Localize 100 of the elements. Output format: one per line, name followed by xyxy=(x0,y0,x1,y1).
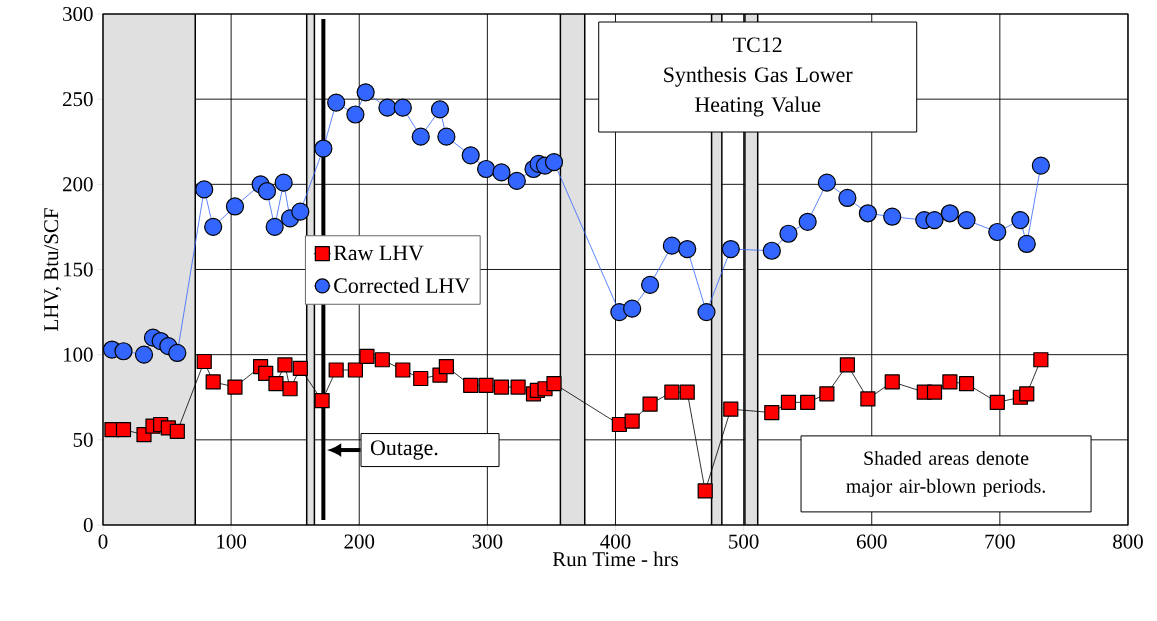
x-tick-label: 0 xyxy=(98,534,108,549)
point xyxy=(858,204,877,223)
point xyxy=(205,374,221,390)
point xyxy=(437,127,456,146)
legend-label: Corrected LHV xyxy=(334,277,470,294)
point xyxy=(204,217,223,237)
legend-label: Raw LHV xyxy=(333,245,424,261)
x-tick-label: 700 xyxy=(985,534,1015,549)
point xyxy=(291,202,310,221)
point xyxy=(195,180,214,199)
point xyxy=(463,377,479,393)
y-tick-label: 150 xyxy=(63,262,93,277)
point xyxy=(1031,156,1050,175)
point xyxy=(957,211,976,230)
point xyxy=(926,384,943,400)
point xyxy=(721,239,740,259)
point xyxy=(624,413,640,429)
point xyxy=(196,353,212,370)
annotation: Shaded areas denote major air-blown periods. xyxy=(846,450,1045,497)
y-tick-label: 200 xyxy=(63,177,93,192)
point xyxy=(989,394,1005,410)
point xyxy=(940,204,959,223)
point xyxy=(346,105,365,124)
point xyxy=(544,153,564,172)
point xyxy=(942,374,958,390)
point xyxy=(819,386,835,402)
y-tick-label: 250 xyxy=(63,92,93,107)
x-tick-label: 100 xyxy=(217,534,247,549)
x-tick-label: 300 xyxy=(472,534,503,549)
text: Synthesis Gas Lower Heating Value xyxy=(664,66,853,117)
point xyxy=(1019,386,1035,402)
point xyxy=(662,236,681,255)
point xyxy=(779,224,798,243)
point xyxy=(169,423,185,439)
point xyxy=(292,360,308,376)
point xyxy=(883,207,902,226)
point xyxy=(274,173,293,192)
point xyxy=(493,379,510,395)
point xyxy=(115,422,132,438)
point xyxy=(277,357,293,373)
point xyxy=(374,352,390,368)
point xyxy=(1011,211,1030,230)
point xyxy=(839,357,855,373)
point xyxy=(265,217,284,237)
point xyxy=(227,379,243,395)
point xyxy=(393,98,412,117)
point xyxy=(314,393,330,409)
y-tick-label: 100 xyxy=(63,347,93,362)
point xyxy=(356,83,375,102)
point xyxy=(642,396,658,412)
point xyxy=(838,188,857,208)
x-tick-label: 400 xyxy=(600,534,631,549)
point xyxy=(697,483,713,499)
point xyxy=(168,343,187,363)
y-tick-label: 300 xyxy=(63,6,93,22)
ref-line-label: Outage. xyxy=(370,440,438,460)
point xyxy=(114,342,133,361)
point xyxy=(764,404,780,421)
point xyxy=(461,146,480,165)
point xyxy=(1033,352,1049,368)
x-tick-label: 600 xyxy=(856,534,887,549)
y-axis-title: LHV, Btu/SCF xyxy=(44,208,62,331)
point xyxy=(780,394,797,410)
point xyxy=(314,139,333,158)
point xyxy=(347,362,363,378)
point xyxy=(413,370,429,387)
chart-title: TC12 xyxy=(733,37,782,53)
point xyxy=(623,299,642,318)
point xyxy=(268,376,284,392)
point xyxy=(327,93,346,112)
point xyxy=(723,401,739,417)
point xyxy=(438,358,454,375)
point xyxy=(225,197,245,216)
point xyxy=(800,394,816,410)
point xyxy=(395,362,411,378)
point xyxy=(884,374,900,390)
point xyxy=(697,302,716,322)
point xyxy=(510,379,526,395)
point xyxy=(411,127,430,146)
x-tick-label: 800 xyxy=(1113,534,1143,549)
point xyxy=(328,362,344,378)
y-tick-label: 0 xyxy=(83,517,93,533)
point xyxy=(958,376,975,392)
point xyxy=(257,182,277,201)
point xyxy=(640,275,660,294)
x-axis-title: Run Time - hrs xyxy=(552,551,678,567)
point xyxy=(507,171,526,191)
point xyxy=(1017,234,1036,254)
y-tick-label: 50 xyxy=(73,432,93,447)
point xyxy=(359,348,375,364)
point xyxy=(679,384,695,400)
x-tick-label: 500 xyxy=(729,534,759,549)
point xyxy=(478,377,494,393)
point xyxy=(476,159,496,179)
point xyxy=(925,211,944,230)
point xyxy=(378,98,397,117)
point xyxy=(492,163,511,182)
x-tick-label: 200 xyxy=(344,534,375,549)
point xyxy=(664,384,680,400)
point xyxy=(134,345,154,364)
